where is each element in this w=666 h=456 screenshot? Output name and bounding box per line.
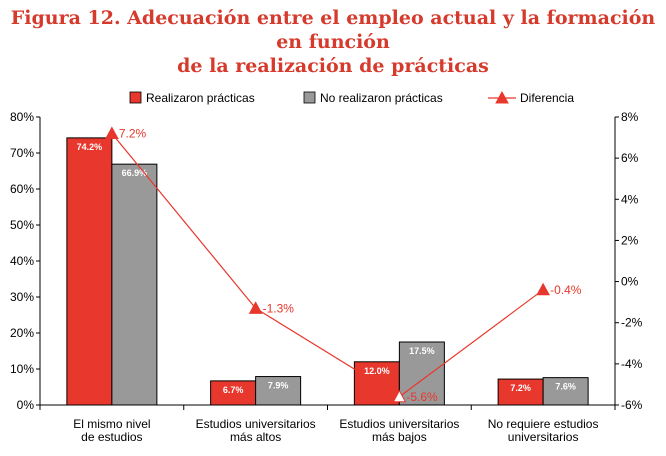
diferencia-point	[248, 301, 263, 314]
legend-label-realizaron: Realizaron prácticas	[146, 91, 255, 105]
right-tick-label: -4%	[621, 357, 643, 371]
legend-marker-diferencia	[495, 90, 509, 104]
category-label: No requiere estudios	[488, 417, 599, 431]
category-label: Estudios universitarios	[196, 417, 316, 431]
bar-no-realizaron-practicas	[542, 377, 589, 406]
right-tick-label: -2%	[621, 316, 643, 330]
left-tick-label: 50%	[10, 218, 34, 232]
diferencia-label: -5.6%	[406, 390, 438, 404]
bar-data-label: 6.7%	[223, 385, 244, 395]
bar-data-label: 7.9%	[268, 381, 289, 391]
bar-data-label: 74.2%	[77, 142, 103, 152]
bar-realizaron-practicas	[66, 137, 113, 406]
left-tick-label: 20%	[10, 326, 34, 340]
category-label: de estudios	[81, 430, 142, 444]
diferencia-label: 7.2%	[119, 126, 147, 140]
legend-label-diferencia: Diferencia	[520, 91, 574, 105]
legend-label-no-realizaron: No realizaron prácticas	[320, 91, 443, 105]
bar-data-label: 7.6%	[555, 382, 576, 392]
legend-swatch-no-realizaron	[303, 91, 316, 104]
diferencia-point	[392, 389, 407, 403]
category-label: universitarios	[508, 430, 579, 444]
category-label: más bajos	[372, 430, 427, 444]
right-tick-label: 4%	[621, 192, 639, 206]
left-tick-label: 30%	[10, 290, 34, 304]
bar-data-label: 12.0%	[364, 366, 390, 376]
bar-data-label: 7.2%	[510, 383, 531, 393]
chart-title-line-1: Figura 12. Adecuación entre el empleo ac…	[10, 7, 656, 53]
right-tick-label: 2%	[621, 233, 639, 247]
left-tick-label: 40%	[10, 254, 34, 268]
bar-data-label: 17.5%	[409, 346, 435, 356]
bar-no-realizaron-practicas	[111, 163, 158, 406]
diferencia-point	[536, 282, 550, 296]
right-tick-label: 6%	[621, 151, 639, 165]
category-label: más altos	[230, 430, 281, 444]
category-label: Estudios universitarios	[339, 417, 459, 431]
legend-swatch-realizaron	[129, 91, 142, 104]
chart-title-line-2: de la realización de prácticas	[177, 55, 489, 77]
left-tick-label: 0%	[17, 398, 35, 412]
bar-no-realizaron-practicas	[398, 341, 445, 406]
right-tick-label: 0%	[621, 275, 639, 289]
diferencia-line	[111, 133, 544, 398]
chart-title: Figura 12. Adecuación entre el empleo ac…	[0, 6, 666, 78]
left-tick-label: 80%	[10, 110, 34, 124]
right-tick-label: 8%	[621, 110, 639, 124]
diferencia-label: -1.3%	[263, 301, 295, 315]
bar-no-realizaron-practicas	[255, 376, 302, 406]
left-tick-label: 60%	[10, 182, 34, 196]
left-tick-label: 70%	[10, 146, 34, 160]
category-label: El mismo nivel	[73, 417, 150, 431]
bar-realizaron-practicas	[497, 378, 544, 406]
left-tick-label: 10%	[10, 362, 34, 376]
diferencia-point	[105, 126, 119, 139]
diferencia-label: -0.4%	[550, 283, 582, 297]
right-tick-label: -6%	[621, 398, 643, 412]
bar-data-label: 66.9%	[122, 168, 148, 178]
